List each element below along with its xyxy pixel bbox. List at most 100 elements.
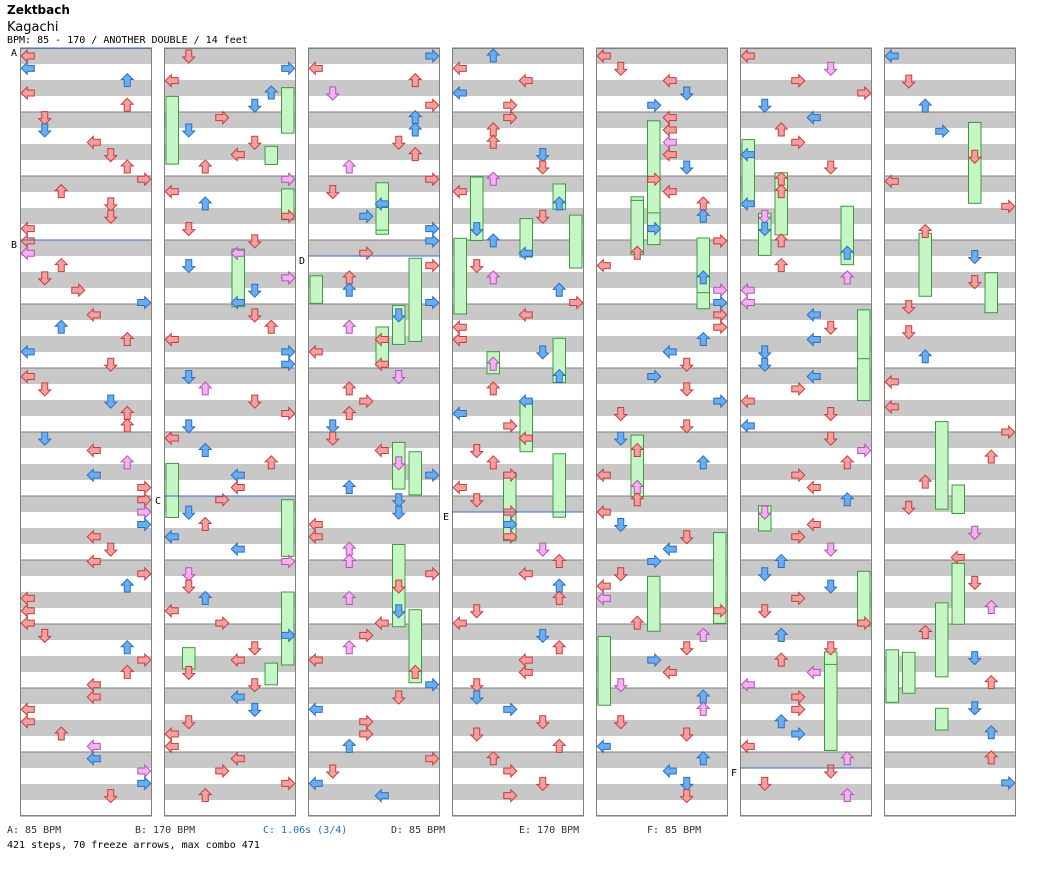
- step-arrow: [857, 443, 872, 458]
- step-arrow: [518, 73, 533, 88]
- step-arrow: [791, 135, 806, 150]
- step-arrow: [359, 714, 374, 729]
- beat-stripe: [740, 208, 872, 224]
- step-arrow: [840, 492, 855, 507]
- step-arrow: [518, 246, 533, 261]
- step-arrow: [230, 652, 245, 668]
- beat-stripe: [596, 368, 728, 384]
- step-arrow: [181, 419, 196, 434]
- beat-stripe: [164, 624, 296, 640]
- step-arrow: [679, 776, 694, 792]
- step-arrow: [86, 739, 101, 754]
- step-arrow: [120, 664, 135, 679]
- step-arrow: [596, 467, 611, 483]
- step-arrow: [247, 641, 262, 656]
- beat-stripe: [884, 80, 1016, 96]
- step-arrow: [696, 331, 711, 347]
- freeze-arrow: [696, 292, 710, 310]
- bpm-marker: E: [443, 511, 584, 523]
- beat-stripe: [884, 624, 1016, 640]
- step-arrow: [647, 221, 662, 236]
- beat-stripe: [452, 720, 584, 736]
- beat-stripe: [596, 400, 728, 416]
- step-arrow: [86, 467, 101, 483]
- step-arrow: [823, 320, 838, 335]
- beat-stripe: [20, 656, 152, 672]
- beat-stripe: [452, 208, 584, 224]
- step-arrow: [757, 222, 772, 237]
- step-arrow: [215, 615, 230, 631]
- beat-stripe: [452, 400, 584, 416]
- beat-stripe: [452, 112, 584, 128]
- beat-stripe: [20, 272, 152, 288]
- beat-stripe: [308, 592, 440, 608]
- step-arrow: [164, 603, 179, 618]
- freeze-arrow: [375, 207, 389, 231]
- step-arrow: [164, 739, 179, 754]
- step-arrow: [408, 146, 423, 162]
- freeze-arrow: [647, 120, 661, 214]
- step-arrow: [806, 307, 821, 323]
- step-arrow: [486, 270, 501, 285]
- step-arrow: [342, 640, 357, 655]
- beat-stripe: [164, 400, 296, 416]
- step-arrow: [86, 307, 101, 323]
- beat-stripe: [740, 112, 872, 128]
- step-arrow: [613, 61, 628, 77]
- beat-stripe: [164, 784, 296, 800]
- beat-stripe: [308, 400, 440, 416]
- beat-stripe: [20, 240, 152, 256]
- step-arrow: [137, 763, 152, 779]
- beat-stripe: [452, 464, 584, 480]
- step-arrow: [884, 399, 899, 415]
- beat-stripe: [164, 432, 296, 448]
- freeze-arrow: [309, 275, 323, 304]
- step-arrow: [696, 750, 711, 766]
- step-arrow: [264, 85, 279, 100]
- beat-stripe: [164, 176, 296, 192]
- step-arrow: [342, 319, 357, 334]
- step-arrow: [425, 566, 440, 581]
- freeze-arrow: [857, 570, 871, 627]
- step-arrow: [596, 504, 611, 520]
- step-arrow: [215, 110, 230, 125]
- beat-stripe: [884, 464, 1016, 480]
- step-arrow: [679, 789, 694, 804]
- step-arrow: [452, 332, 467, 347]
- step-arrow: [230, 541, 245, 557]
- step-arrow: [774, 122, 789, 137]
- step-arrow: [308, 776, 323, 791]
- step-arrow: [984, 449, 999, 464]
- step-arrow: [181, 49, 196, 64]
- step-arrow: [181, 370, 196, 385]
- beat-stripe: [884, 528, 1016, 544]
- freeze-arrow: [231, 248, 245, 308]
- step-arrow: [901, 74, 916, 89]
- beat-stripe: [596, 688, 728, 704]
- step-arrow: [901, 300, 916, 315]
- beat-stripe: [20, 432, 152, 448]
- beat-stripe: [20, 176, 152, 192]
- beat-stripe: [164, 144, 296, 160]
- step-arrow: [281, 554, 296, 569]
- beat-stripe: [884, 208, 1016, 224]
- beat-stripe: [452, 560, 584, 576]
- step-arrow: [308, 517, 323, 532]
- beat-stripe: [884, 336, 1016, 352]
- beat-stripe: [884, 272, 1016, 288]
- step-arrow: [281, 776, 296, 791]
- step-arrow: [503, 467, 518, 483]
- step-arrow: [791, 591, 806, 606]
- step-arrow: [230, 295, 245, 310]
- step-arrow: [503, 788, 518, 803]
- step-arrow: [806, 480, 821, 495]
- step-arrow: [774, 233, 789, 248]
- step-arrow: [918, 474, 933, 489]
- beat-stripe: [20, 208, 152, 224]
- step-arrow: [918, 349, 933, 364]
- step-arrow: [662, 122, 677, 138]
- beat-stripe: [740, 432, 872, 448]
- freeze-arrow: [935, 421, 949, 510]
- step-arrow: [918, 98, 933, 113]
- step-arrow: [662, 147, 677, 162]
